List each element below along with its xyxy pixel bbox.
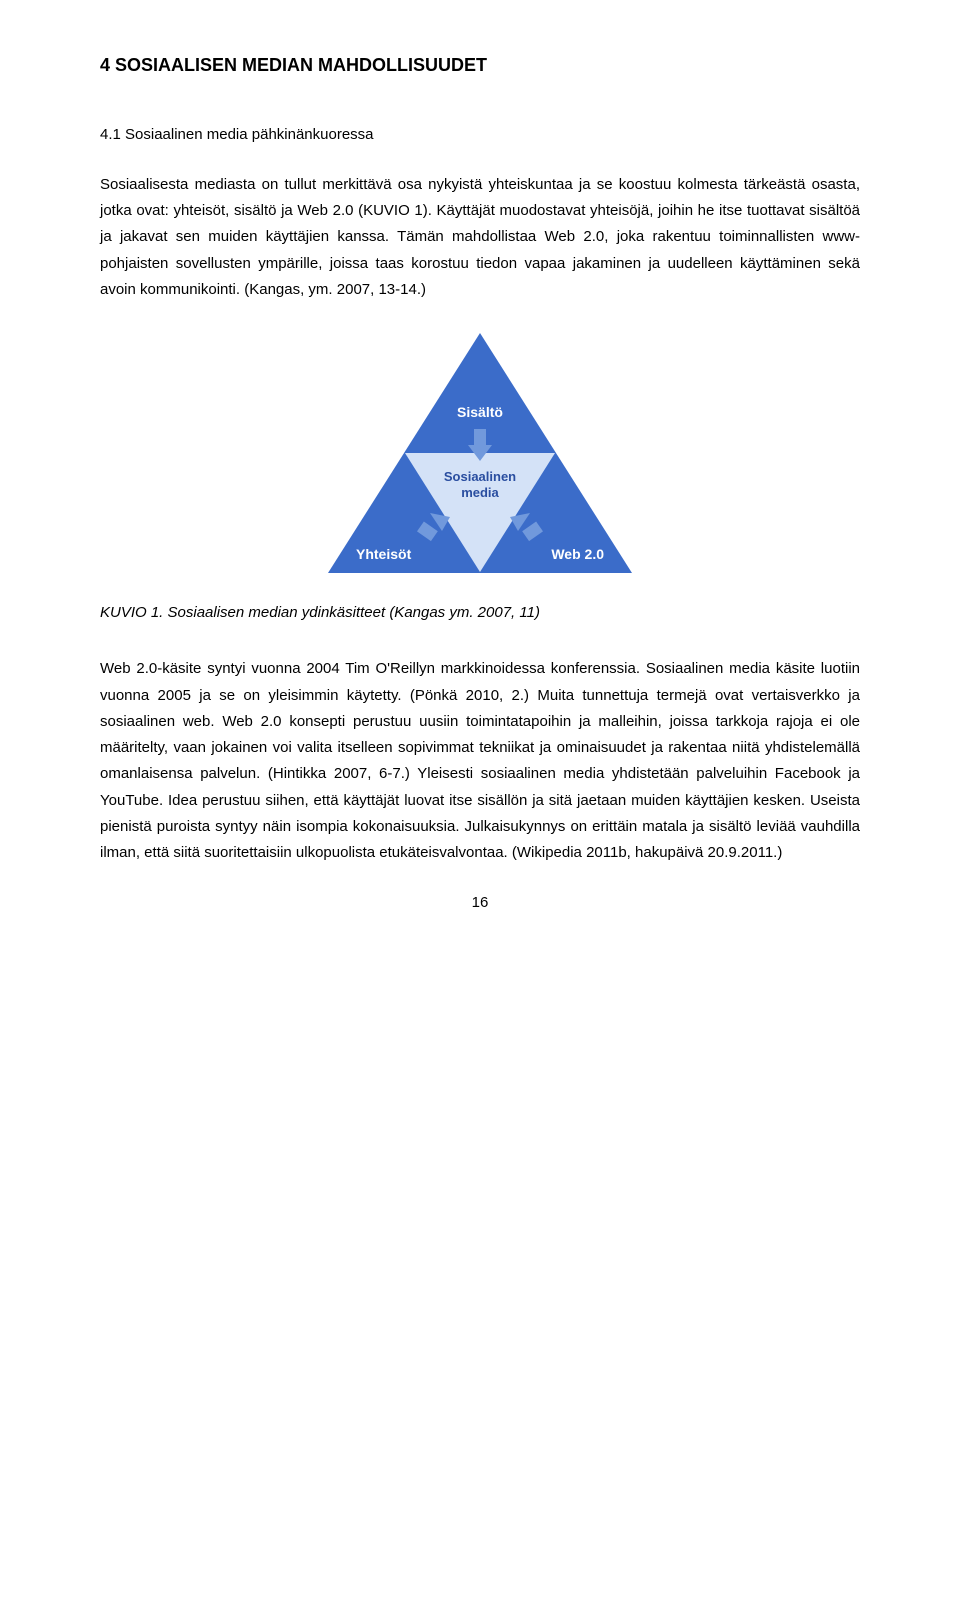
subsection-heading: 4.1 Sosiaalinen media pähkinänkuoressa (100, 122, 860, 148)
diagram-label-top: Sisältö (320, 400, 640, 425)
paragraph-1: Sosiaalisesta mediasta on tullut merkitt… (100, 172, 860, 303)
diagram-label-center: Sosiaalinen media (320, 469, 640, 502)
section-heading: 4 SOSIAALISEN MEDIAN MAHDOLLISUUDET (100, 50, 860, 82)
page-number: 16 (100, 890, 860, 916)
figure-caption: KUVIO 1. Sosiaalisen median ydinkäsittee… (100, 600, 860, 626)
diagram-label-center-line1: Sosiaalinen (444, 469, 516, 484)
triangle-diagram: Sisältö Sosiaalinen media Yhteisöt Web 2… (100, 327, 860, 582)
diagram-label-center-line2: media (461, 485, 499, 500)
diagram-label-left: Yhteisöt (356, 542, 411, 567)
paragraph-2: Web 2.0-käsite syntyi vuonna 2004 Tim O'… (100, 656, 860, 866)
diagram-label-right: Web 2.0 (551, 542, 604, 567)
